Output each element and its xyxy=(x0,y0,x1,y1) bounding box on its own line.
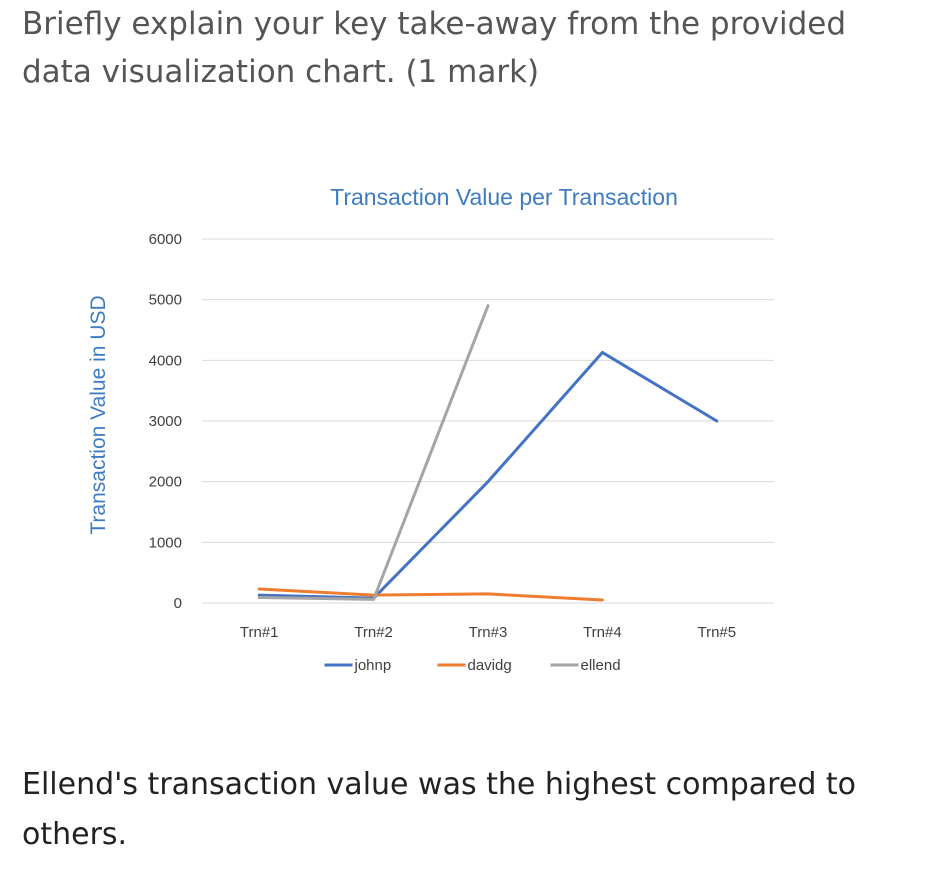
chart-canvas: Transaction Value per Transaction Transa… xyxy=(87,184,774,674)
line-chart: Transaction Value per Transaction Transa… xyxy=(60,170,800,690)
series-lines xyxy=(257,304,719,602)
y-tick-label: 3000 xyxy=(149,413,182,430)
legend-label-davidg: davidg xyxy=(468,657,512,674)
y-tick-label: 1000 xyxy=(149,534,182,551)
y-tick-label: 6000 xyxy=(149,231,182,248)
legend-label-ellend: ellend xyxy=(581,657,621,674)
x-tick-label: Trn#2 xyxy=(354,624,393,641)
gridlines xyxy=(202,238,774,604)
x-tick-label: Trn#3 xyxy=(469,624,508,641)
y-tick-labels: 0 1000 2000 3000 4000 5000 6000 xyxy=(149,231,182,612)
x-tick-label: Trn#1 xyxy=(240,624,279,641)
y-tick-label: 2000 xyxy=(149,474,182,491)
question-text: Briefly explain your key take-away from … xyxy=(22,6,846,90)
chart-title: Transaction Value per Transaction xyxy=(330,184,678,210)
y-tick-label: 4000 xyxy=(149,352,182,369)
x-tick-label: Trn#4 xyxy=(583,624,622,641)
x-tick-labels: Trn#1 Trn#2 Trn#3 Trn#4 Trn#5 xyxy=(240,624,736,641)
series-line-davidg xyxy=(257,587,604,602)
series-line-johnp xyxy=(257,350,719,600)
legend-label-johnp: johnp xyxy=(354,657,392,674)
series-line-ellend xyxy=(257,304,490,601)
y-tick-label: 0 xyxy=(174,595,182,612)
y-tick-label: 5000 xyxy=(149,292,182,309)
x-tick-label: Trn#5 xyxy=(697,624,736,641)
y-axis-label: Transaction Value in USD xyxy=(87,295,110,534)
answer-text: Ellend's transaction value was the highe… xyxy=(22,767,857,852)
legend: johnp davidg ellend xyxy=(324,657,621,674)
